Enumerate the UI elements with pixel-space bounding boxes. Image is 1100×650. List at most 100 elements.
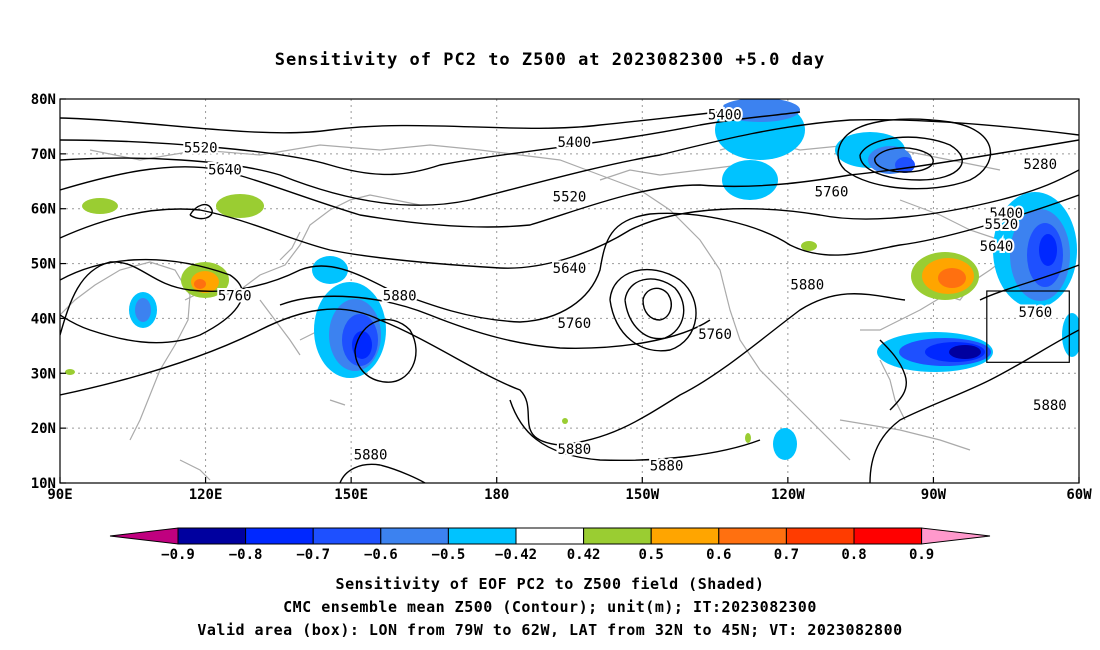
contour-label: 5880 bbox=[557, 442, 591, 458]
z500-contour bbox=[60, 169, 1079, 269]
contour-label: 5880 bbox=[354, 448, 388, 464]
z500-contour bbox=[60, 139, 1079, 228]
lat-label: 50N bbox=[31, 257, 56, 273]
z500-contour bbox=[60, 111, 721, 134]
contour-label: 5880 bbox=[383, 288, 417, 304]
sensitivity-patch bbox=[194, 279, 206, 289]
plot-frame bbox=[59, 98, 1080, 484]
lon-label: 180 bbox=[484, 487, 509, 503]
contour-label: 5640 bbox=[553, 261, 587, 277]
sensitivity-patch bbox=[352, 331, 372, 359]
z500-contour bbox=[60, 111, 801, 176]
colorbar-label: 0.6 bbox=[706, 547, 731, 563]
contour-label: 5880 bbox=[1033, 398, 1067, 414]
contour-label: 5280 bbox=[1023, 157, 1057, 173]
lon-label: 90W bbox=[921, 487, 947, 503]
sensitivity-patch bbox=[720, 99, 800, 122]
colorbar-segment bbox=[380, 527, 449, 545]
lon-label: 150E bbox=[334, 487, 368, 503]
z500-contour bbox=[60, 194, 1079, 336]
colorbar-label: −0.8 bbox=[229, 547, 263, 563]
contour-label: 5760 bbox=[698, 327, 732, 343]
colorbar-segment bbox=[718, 527, 787, 545]
colorbar-segment bbox=[650, 527, 720, 545]
caption-line-3: Valid area (box): LON from 79W to 62W, L… bbox=[197, 621, 903, 639]
sensitivity-patch bbox=[216, 194, 264, 218]
z500-contour bbox=[339, 463, 426, 483]
contour-label: 5400 bbox=[989, 206, 1023, 222]
contour-label: 5880 bbox=[650, 459, 684, 475]
valid-area-box bbox=[986, 290, 1070, 363]
contour-label: 5520 bbox=[553, 190, 587, 206]
colorbar-label: 0.9 bbox=[909, 547, 934, 563]
z500-contour bbox=[869, 329, 1079, 483]
lat-label: 40N bbox=[31, 311, 56, 327]
lon-label: 150W bbox=[625, 487, 659, 503]
sensitivity-patch bbox=[562, 418, 568, 424]
colorbar-segment bbox=[177, 527, 247, 545]
contour-label: 5640 bbox=[980, 239, 1014, 255]
coastline bbox=[184, 194, 421, 301]
lat-label: 60N bbox=[31, 202, 56, 218]
z500-contour bbox=[609, 268, 697, 352]
lat-label: 80N bbox=[31, 92, 56, 108]
colorbar-segment bbox=[312, 527, 382, 545]
colorbar-label: −0.7 bbox=[296, 547, 330, 563]
colorbar-segment bbox=[447, 527, 517, 545]
caption-line-1: Sensitivity of EOF PC2 to Z500 field (Sh… bbox=[335, 575, 765, 593]
caption-line-2: CMC ensemble mean Z500 (Contour); unit(m… bbox=[283, 598, 817, 616]
sensitivity-patch bbox=[745, 433, 751, 443]
sensitivity-patch bbox=[312, 256, 348, 284]
coastline bbox=[899, 199, 1001, 241]
colorbar-label: −0.5 bbox=[432, 547, 466, 563]
colorbar-label: 0.42 bbox=[567, 547, 601, 563]
coastline bbox=[879, 359, 906, 421]
chart-title: Sensitivity of PC2 to Z500 at 2023082300… bbox=[274, 50, 826, 70]
colorbar-segment bbox=[785, 527, 855, 545]
colorbar-label: 0.8 bbox=[841, 547, 866, 563]
z500-contour bbox=[879, 339, 907, 411]
contour-label: 5760 bbox=[218, 288, 252, 304]
colorbar-label: −0.42 bbox=[495, 547, 537, 563]
lon-label: 90E bbox=[47, 487, 72, 503]
colorbar-extend-high bbox=[921, 527, 991, 545]
contour-label: 5880 bbox=[790, 278, 824, 294]
contour-label: 5400 bbox=[557, 135, 591, 151]
sensitivity-patch bbox=[135, 298, 151, 322]
lat-label: 10N bbox=[31, 476, 56, 492]
z500-contour bbox=[837, 118, 992, 190]
z500-contour bbox=[874, 147, 934, 173]
lon-label: 60W bbox=[1066, 487, 1092, 503]
sensitivity-patch bbox=[895, 157, 915, 173]
lon-label: 120E bbox=[189, 487, 223, 503]
z500-contour bbox=[354, 319, 417, 383]
sensitivity-patch bbox=[801, 241, 817, 251]
colorbar-segment bbox=[515, 527, 585, 545]
coastline bbox=[89, 144, 811, 421]
colorbar-extend-low bbox=[109, 527, 179, 545]
lat-label: 20N bbox=[31, 421, 56, 437]
z500-contour bbox=[60, 258, 244, 344]
z500-contour bbox=[60, 293, 906, 446]
lon-label: 120W bbox=[771, 487, 805, 503]
colorbar-label: −0.6 bbox=[364, 547, 398, 563]
z500-contour bbox=[509, 399, 761, 462]
sensitivity-patch bbox=[82, 198, 118, 214]
coastline bbox=[839, 419, 971, 451]
coastline bbox=[259, 299, 301, 356]
lat-label: 30N bbox=[31, 366, 56, 382]
colorbar-label: 0.5 bbox=[639, 547, 664, 563]
coastline bbox=[60, 261, 191, 441]
colorbar-segment bbox=[583, 527, 652, 545]
contour-label: 5760 bbox=[815, 184, 849, 200]
coastline bbox=[809, 419, 851, 461]
coastline bbox=[179, 459, 211, 481]
z500-contour bbox=[624, 278, 685, 340]
coastline bbox=[329, 399, 346, 406]
z500-contour bbox=[642, 287, 672, 321]
contour-label: 5640 bbox=[208, 162, 242, 178]
contour-label: 5400 bbox=[708, 107, 742, 123]
contour-label: 5520 bbox=[985, 217, 1019, 233]
colorbar-segment bbox=[853, 527, 923, 545]
